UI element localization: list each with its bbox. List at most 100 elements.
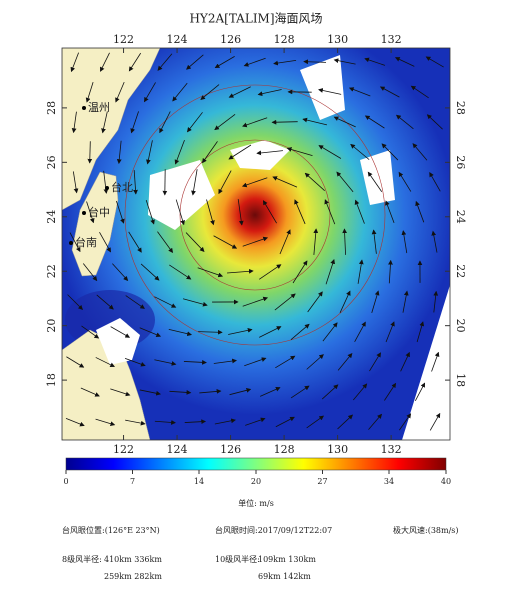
wind-arrow bbox=[144, 82, 156, 103]
radius-ring bbox=[124, 84, 386, 346]
wind-arrow bbox=[379, 86, 400, 98]
wind-arrow bbox=[410, 85, 429, 99]
wind-arrow bbox=[292, 260, 308, 284]
wind-arrow bbox=[368, 413, 383, 430]
wind-arrow bbox=[206, 199, 215, 226]
wind-arrow bbox=[66, 356, 85, 368]
wind-arrow bbox=[82, 263, 98, 282]
lon-label: 128 bbox=[274, 443, 295, 456]
wind-arrow bbox=[101, 111, 108, 134]
lon-label: 122 bbox=[113, 443, 134, 456]
wind-arrow bbox=[348, 87, 371, 97]
wind-arrow bbox=[399, 413, 412, 431]
wind-arrow bbox=[154, 359, 177, 366]
wind-arrow bbox=[70, 52, 79, 73]
wind-arrow bbox=[157, 53, 173, 71]
wind-arrow bbox=[67, 294, 83, 310]
wind-arrow bbox=[69, 232, 81, 253]
wind-arrow bbox=[385, 200, 395, 224]
wind-arrow bbox=[429, 412, 441, 431]
wind-arrow bbox=[275, 416, 295, 428]
colorbar-label: 20 bbox=[251, 477, 261, 486]
map-field bbox=[62, 48, 450, 440]
wind-arrow bbox=[229, 387, 252, 396]
wind-arrow bbox=[322, 322, 338, 342]
wind-arrow bbox=[228, 327, 253, 335]
wind-arrow bbox=[286, 147, 313, 157]
wind-arrow bbox=[172, 82, 188, 102]
wind-arrow bbox=[425, 56, 444, 68]
wind-arrow bbox=[182, 298, 208, 307]
lon-label: 130 bbox=[327, 443, 348, 456]
wind-arrow bbox=[431, 230, 438, 253]
wind-arrow bbox=[81, 325, 100, 339]
wind-arrow bbox=[433, 290, 439, 313]
wind-arrow bbox=[307, 291, 323, 313]
lat-label: 24 bbox=[45, 210, 58, 224]
wind-arrow bbox=[116, 140, 122, 165]
wind-arrow bbox=[324, 199, 336, 225]
r8-row: 259km 282km bbox=[104, 572, 162, 581]
wind-arrow bbox=[339, 290, 351, 313]
wind-arrow bbox=[125, 419, 146, 426]
wind-arrow bbox=[242, 236, 269, 247]
wind-arrow bbox=[415, 200, 425, 223]
wind-arrow bbox=[227, 268, 254, 274]
lat-label: 28 bbox=[45, 101, 58, 115]
wind-arrow bbox=[174, 139, 185, 165]
wind-arrow bbox=[218, 170, 232, 195]
wind-arrow bbox=[318, 88, 342, 95]
wind-arrow bbox=[364, 115, 385, 129]
wind-arrow bbox=[369, 352, 381, 372]
wind-arrow bbox=[279, 229, 291, 255]
wind-arrow bbox=[364, 57, 386, 66]
wind-arrow bbox=[175, 199, 185, 226]
wind-arrow bbox=[125, 295, 145, 309]
lon-label: 128 bbox=[274, 33, 295, 46]
wind-arrow bbox=[242, 296, 269, 307]
lat-label: 22 bbox=[45, 264, 58, 278]
wind-arrow bbox=[400, 351, 410, 372]
lat-label: 18 bbox=[454, 373, 467, 387]
wind-arrow bbox=[154, 420, 176, 425]
wind-arrow bbox=[169, 390, 192, 395]
wind-arrow bbox=[333, 58, 356, 65]
wind-arrow bbox=[398, 171, 412, 192]
lon-label: 132 bbox=[381, 33, 402, 46]
wind-arrow bbox=[154, 296, 177, 308]
city-label: 台中 bbox=[88, 205, 110, 219]
wind-arrow bbox=[80, 387, 100, 397]
lon-label: 124 bbox=[167, 443, 188, 456]
wind-arrow bbox=[371, 229, 377, 254]
city-dot bbox=[82, 211, 86, 215]
colorbar-label: 0 bbox=[63, 477, 68, 486]
colorbar-label: 34 bbox=[384, 477, 394, 486]
wind-arrow bbox=[183, 359, 207, 365]
city-dot bbox=[105, 186, 109, 190]
wind-arrow bbox=[318, 145, 342, 159]
wind-arrow bbox=[145, 200, 155, 225]
wind-arrow bbox=[197, 267, 224, 278]
wind-arrow bbox=[274, 293, 296, 311]
colorbar-label: 27 bbox=[317, 477, 327, 486]
lon-label: 124 bbox=[167, 33, 188, 46]
wind-arrow bbox=[71, 111, 77, 134]
wind-arrow bbox=[381, 143, 399, 161]
wind-arrow bbox=[306, 415, 325, 429]
wind-arrow bbox=[262, 200, 277, 224]
city-label: 台北 bbox=[111, 180, 133, 194]
wind-arrow bbox=[139, 327, 162, 337]
wind-arrow bbox=[168, 328, 192, 337]
wind-arrow bbox=[110, 326, 131, 338]
mainland bbox=[62, 48, 161, 211]
wind-arrow bbox=[259, 326, 282, 338]
wind-arrow bbox=[116, 200, 125, 224]
wind-arrow bbox=[367, 171, 383, 192]
r10-label: 10级风半径: bbox=[215, 554, 260, 564]
wind-arrow bbox=[128, 52, 142, 72]
max-wind: 极大风速:(38m/s) bbox=[393, 525, 459, 535]
wind-arrow bbox=[130, 111, 139, 134]
lat-label: 24 bbox=[454, 210, 467, 224]
wind-arrow bbox=[214, 56, 235, 69]
wind-arrow bbox=[214, 418, 236, 425]
